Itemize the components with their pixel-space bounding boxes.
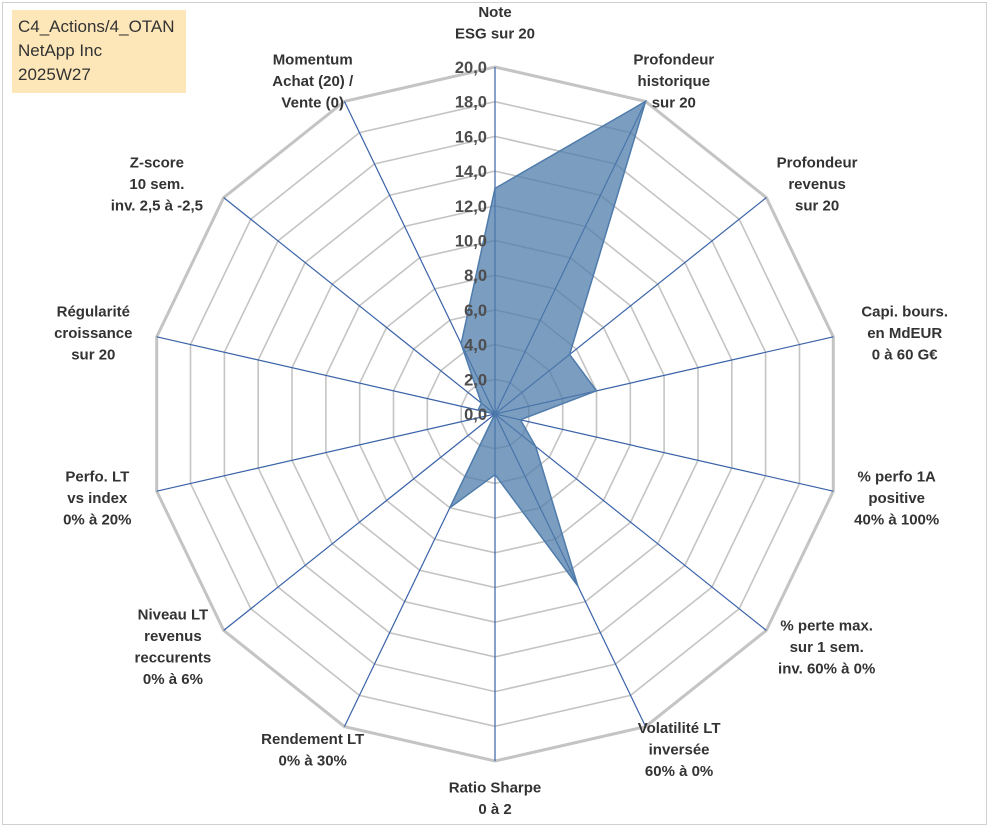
axis-label-line: % perfo 1A: [858, 469, 937, 486]
axis-label-line: Z-score: [130, 155, 184, 172]
axis-label-0: Note ESG sur 20: [455, 4, 535, 43]
series-point-5: [534, 445, 537, 448]
axis-label-line: sur 1 sem.: [790, 639, 864, 656]
info-line-week: 2025W27: [18, 65, 91, 84]
tick-label: 20,0: [455, 59, 487, 77]
axis-label-line: Ratio Sharpe: [449, 780, 542, 797]
axis-label-line: sur 20: [71, 346, 115, 363]
axis-label-line: Capi. bours.: [861, 303, 948, 320]
axis-label-line: revenus: [144, 628, 202, 645]
radar-tick-labels: 0,0 2,0 4,0 6,0 8,0 10,0 12,0 14,0 16,0 18,0 20,0: [455, 59, 487, 424]
axis-label-line: ESG sur 20: [455, 26, 535, 43]
axis-label-10: Perfo. LT vs index 0% à 20%: [63, 469, 131, 529]
axis-label-line: vs index: [67, 490, 128, 507]
axis-label-line: Achat (20) /: [272, 73, 354, 90]
axis-label-line: inv. 60% à 0%: [778, 660, 875, 677]
axis-label-8: Rendement LT 0% à 30%: [261, 731, 364, 770]
info-box: C4_Actions/4_OTAN NetApp Inc 2025W27: [12, 10, 186, 93]
tick-label: 8,0: [464, 267, 487, 285]
axis-label-line: reccurents: [135, 650, 212, 667]
axis-label-line: Volatilité LT: [638, 720, 721, 737]
axis-label-line: sur 20: [795, 198, 839, 215]
axis-label-line: Régularité: [57, 303, 130, 320]
axis-label-line: 0% à 20%: [63, 512, 131, 529]
series-point-0: [494, 187, 496, 190]
series-point-8: [449, 507, 451, 509]
tick-label: 0,0: [464, 406, 487, 424]
series-point-10: [494, 413, 496, 415]
axis-label-line: % perte max.: [780, 617, 873, 634]
axis-label-line: 40% à 100%: [854, 512, 939, 529]
spoke-12: [223, 197, 496, 415]
axis-label-line: revenus: [788, 176, 846, 193]
axis-label-line: Niveau LT: [138, 607, 209, 624]
axis-label-line: sur 20: [652, 95, 696, 112]
series-area-0: [449, 99, 647, 587]
axis-label-5: % perte max. sur 1 sem. inv. 60% à 0%: [778, 617, 875, 677]
axis-label-6: Volatilité LT inversée 60% à 0%: [638, 720, 721, 780]
axis-label-7: Ratio Sharpe 0 à 2: [449, 780, 542, 819]
axis-label-11: Régularité croissance sur 20: [54, 303, 132, 363]
axis-label-line: 0% à 6%: [143, 671, 203, 688]
spoke-5: [494, 413, 767, 631]
tick-label: 14,0: [455, 163, 487, 181]
axis-label-13: Momentum Achat (20) / Vente (0): [272, 52, 354, 112]
axis-label-line: positive: [868, 490, 925, 507]
axis-label-line: 60% à 0%: [645, 763, 713, 780]
tick-label: 2,0: [464, 371, 487, 389]
axis-label-line: inversée: [649, 742, 710, 759]
radar-series: [449, 99, 647, 587]
series-point-13: [460, 342, 462, 345]
axis-label-line: Rendement LT: [261, 731, 364, 748]
tick-label: 12,0: [455, 198, 487, 216]
axis-label-line: 0% à 30%: [279, 753, 347, 770]
series-point-1: [644, 100, 647, 103]
info-line-portfolio: C4_Actions/4_OTAN: [18, 17, 175, 36]
axis-label-line: Momentum: [273, 52, 353, 69]
axis-label-line: 0 à 60 G€: [872, 346, 939, 363]
series-point-11: [477, 409, 479, 411]
info-line-company: NetApp Inc: [18, 41, 103, 60]
tick-label: 4,0: [464, 337, 487, 355]
tick-label: 6,0: [464, 302, 487, 320]
spoke-9: [223, 413, 496, 631]
spoke-4: [494, 413, 834, 492]
radar-axis-labels: Note ESG sur 20 Profondeur historique sur 20…: [54, 4, 948, 818]
axis-label-12: Z-score 10 sem. inv. 2,5 à -2,5: [111, 155, 203, 215]
series-point-12: [480, 402, 483, 405]
tick-label: 10,0: [455, 233, 487, 251]
series-point-2: [568, 353, 571, 356]
axis-label-line: historique: [638, 73, 711, 90]
spoke-10: [156, 413, 496, 492]
axis-label-line: inv. 2,5 à -2,5: [111, 198, 203, 215]
axis-label-line: 0 à 2: [478, 801, 511, 818]
axis-label-1: Profondeur historique sur 20: [633, 52, 714, 112]
series-point-7: [494, 473, 496, 476]
series-point-4: [519, 419, 522, 421]
axis-label-2: Profondeur revenus sur 20: [777, 155, 858, 215]
series-point-3: [595, 390, 598, 392]
tick-label: 18,0: [455, 94, 487, 112]
tick-label: 16,0: [455, 128, 487, 146]
series-point-6: [577, 585, 579, 587]
axis-label-3: Capi. bours. en MdEUR 0 à 60 G€: [861, 303, 948, 363]
axis-label-line: Perfo. LT: [65, 469, 129, 486]
axis-label-line: Profondeur: [633, 52, 714, 69]
axis-label-line: en MdEUR: [867, 325, 942, 342]
axis-label-line: croissance: [54, 325, 132, 342]
spoke-11: [156, 336, 496, 415]
axis-label-4: % perfo 1A positive 40% à 100%: [854, 469, 939, 529]
axis-label-line: Note: [478, 4, 511, 21]
axis-label-line: 10 sem.: [129, 176, 184, 193]
axis-label-9: Niveau LT revenus reccurents 0% à 6%: [135, 607, 212, 689]
axis-label-line: Vente (0): [281, 95, 344, 112]
axis-label-line: Profondeur: [777, 155, 858, 172]
